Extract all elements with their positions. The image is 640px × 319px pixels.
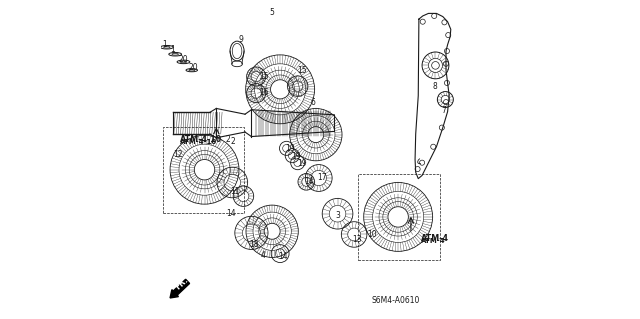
Text: ATM-4: ATM-4 [420,238,445,244]
Text: 2: 2 [230,137,235,146]
Text: 11: 11 [230,187,239,196]
Text: 7: 7 [441,106,446,115]
Text: 10: 10 [367,230,377,239]
Text: 20: 20 [189,63,198,72]
Text: ATM-4: ATM-4 [420,234,449,243]
Text: 19: 19 [285,144,295,153]
Text: 14: 14 [304,177,314,186]
Text: 14: 14 [278,252,288,261]
Text: 18: 18 [249,240,259,249]
Text: 16: 16 [259,88,268,97]
Text: 3: 3 [335,211,340,220]
Text: 13: 13 [352,235,362,244]
FancyArrow shape [170,279,189,298]
Text: FR.: FR. [174,275,191,291]
Text: 12: 12 [173,150,183,159]
Text: 6: 6 [310,98,316,107]
Text: 1: 1 [162,40,167,49]
Text: ATM-4-10: ATM-4-10 [180,139,217,145]
Text: 1: 1 [170,45,175,54]
Text: S6M4-A0610: S6M4-A0610 [371,296,419,305]
Text: 2: 2 [225,135,230,144]
Text: 4: 4 [261,251,266,260]
Text: 15: 15 [298,66,307,75]
Text: 19: 19 [297,159,307,168]
Text: 14: 14 [226,209,236,218]
Text: 20: 20 [179,55,188,63]
Text: 9: 9 [238,35,243,44]
Text: 17: 17 [317,173,326,182]
Text: 5: 5 [269,8,274,17]
Text: 15: 15 [259,72,268,81]
Text: 8: 8 [433,82,438,91]
Text: ATM-4-10: ATM-4-10 [180,135,222,144]
Text: 19: 19 [291,152,301,161]
